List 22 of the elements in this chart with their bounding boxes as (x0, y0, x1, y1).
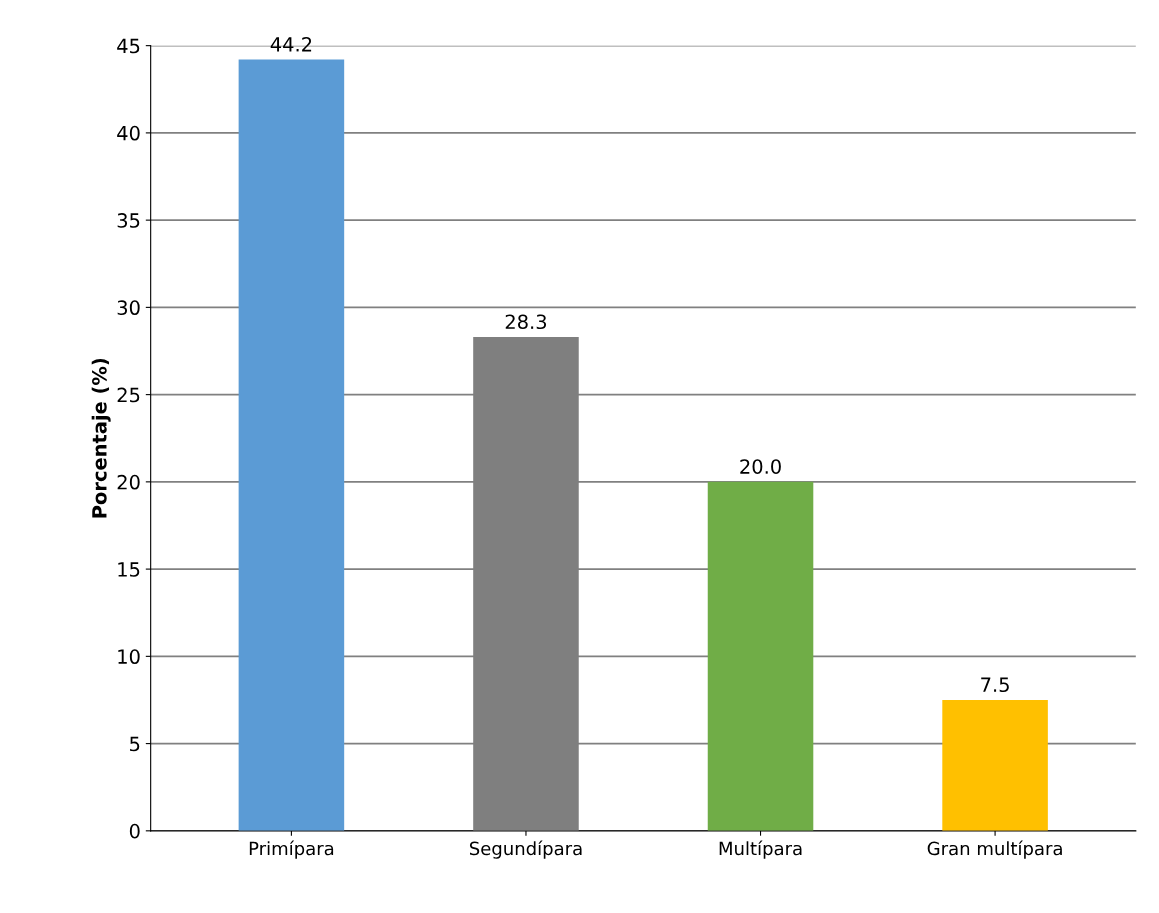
y-tick-label: 15 (118, 562, 140, 577)
data-label: 44.2 (270, 36, 312, 52)
y-tick-label: 0 (129, 823, 140, 839)
y-tick-label: 10 (118, 649, 140, 665)
data-label: 7.5 (981, 677, 1009, 693)
y-tick-label: 45 (117, 38, 140, 54)
bar (942, 699, 1048, 831)
x-tick-label: Segundípara (469, 840, 582, 859)
y-tick-label: 5 (130, 736, 140, 752)
y-tick-label: 25 (117, 387, 140, 403)
bar (707, 481, 814, 831)
y-tick-label: 30 (117, 300, 140, 316)
y-axis-title: Porcentaje (%) (91, 358, 111, 518)
x-tick-label: Primípara (249, 840, 334, 859)
y-tick-label: 35 (117, 213, 140, 228)
data-label: 28.3 (505, 314, 547, 330)
x-tick-label: Multípara (719, 840, 802, 859)
x-tick-label: Gran multípara (927, 840, 1062, 859)
bar (238, 59, 345, 831)
y-tick-label: 20 (117, 474, 140, 490)
y-tick-label: 40 (117, 125, 140, 141)
data-label: 20.0 (740, 459, 781, 474)
